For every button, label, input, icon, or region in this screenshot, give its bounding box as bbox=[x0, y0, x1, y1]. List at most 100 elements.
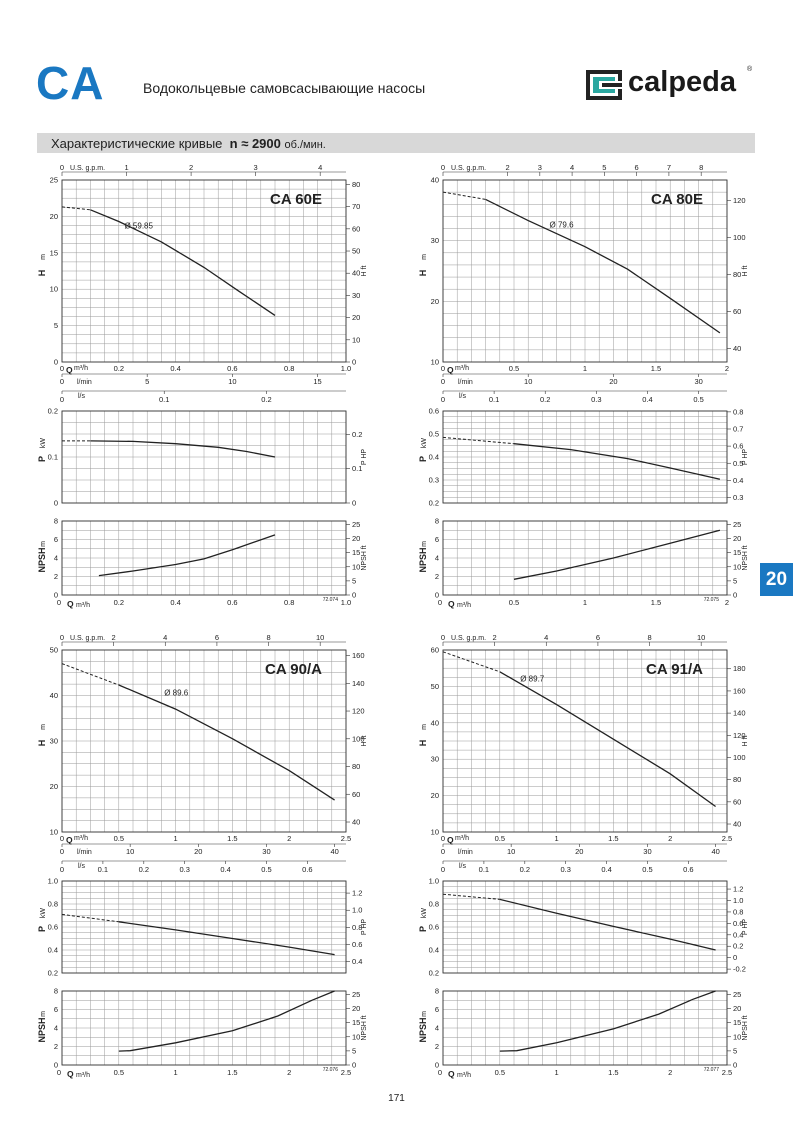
series-code: CA bbox=[36, 57, 105, 109]
figure-code: 72.076 bbox=[323, 1067, 339, 1073]
h-curve-dashed bbox=[442, 651, 500, 673]
npsh-ft-tick-label: 10 bbox=[733, 1032, 741, 1041]
p-tick-label: 0.4 bbox=[429, 946, 439, 955]
h-ft-tick-label: 40 bbox=[352, 269, 360, 278]
h-axis-ft-name: H ft bbox=[742, 736, 749, 747]
npsh-q-axis-unit: m³/h bbox=[457, 1072, 471, 1079]
npsh-q-tick-label: 1 bbox=[555, 1068, 559, 1077]
h-curve bbox=[118, 684, 335, 801]
npsh-ft-tick-label: 5 bbox=[352, 576, 356, 585]
q-axis-unit: m³/h bbox=[74, 835, 88, 842]
ls-axis-name: l/s bbox=[78, 863, 86, 870]
ls-tick-label: 0.2 bbox=[139, 865, 149, 874]
p-tick-label: 0.6 bbox=[48, 923, 58, 932]
page-title: Водокольцевые самовсасывающие насосы bbox=[143, 80, 426, 96]
lmin-axis-name: l/min bbox=[458, 849, 473, 856]
npsh-q-tick-label: 1 bbox=[583, 598, 587, 607]
p-tick-label: 0.1 bbox=[48, 453, 58, 462]
p-ft-tick-label: 0 bbox=[733, 953, 737, 962]
npsh-ft-tick-label: 5 bbox=[352, 1046, 356, 1055]
p-ft-tick-label: 0.8 bbox=[733, 907, 743, 916]
ls-tick-label: 0.1 bbox=[98, 865, 108, 874]
usgpm-tick-label: 2 bbox=[493, 633, 497, 642]
brand-logo: calpeda ® bbox=[586, 66, 756, 106]
q-tick-label: 2 bbox=[287, 834, 291, 843]
npsh-q-tick-label: 1.0 bbox=[341, 598, 351, 607]
q-tick-label: 2.5 bbox=[722, 834, 732, 843]
npsh-q-tick-label: 1.5 bbox=[651, 598, 661, 607]
usgpm-tick-label: 4 bbox=[544, 633, 548, 642]
usgpm-tick-label: 0 bbox=[441, 163, 445, 172]
npsh-curve bbox=[98, 534, 276, 577]
npsh-ft-tick-label: 25 bbox=[352, 520, 360, 529]
usgpm-tick-label: 1 bbox=[124, 163, 128, 172]
npsh-ft-tick-label: 10 bbox=[352, 1032, 360, 1041]
lmin-tick-label: 15 bbox=[313, 377, 321, 386]
p-ft-tick-label: 0.4 bbox=[733, 930, 743, 939]
h-ft-tick-label: 140 bbox=[352, 679, 365, 688]
p-curve-dashed bbox=[61, 913, 119, 923]
ls-tick-label: 0 bbox=[441, 395, 445, 404]
p-ft-tick-label: 1.0 bbox=[352, 906, 362, 915]
npsh-ft-tick-label: 20 bbox=[733, 534, 741, 543]
figure-code: 72.074 bbox=[323, 597, 339, 603]
h-axis-title: Hm H ft bbox=[37, 254, 368, 277]
p-ft-tick-label: 0.2 bbox=[733, 942, 743, 951]
p-tick-label: 0.8 bbox=[429, 900, 439, 909]
h-tick-label: 25 bbox=[50, 176, 58, 185]
q-tick-label: 1 bbox=[174, 834, 178, 843]
h-ft-tick-label: 100 bbox=[352, 734, 365, 743]
h-ft-tick-label: 140 bbox=[733, 709, 746, 718]
usgpm-tick-label: 8 bbox=[647, 633, 651, 642]
lmin-axis: 0 10 20 30 l/min bbox=[441, 373, 727, 386]
usgpm-tick-label: 4 bbox=[318, 163, 322, 172]
h-ft-tick-label: 60 bbox=[733, 307, 741, 316]
figure-code: 72.077 bbox=[704, 1067, 720, 1073]
ls-axis: 0 0.1 0.2 0.3 0.4 0.5 0.6 l/s bbox=[60, 860, 346, 874]
usgpm-tick-label: 0 bbox=[60, 633, 64, 642]
npsh-tick-label: 4 bbox=[54, 554, 58, 563]
q-tick-label: 1 bbox=[555, 834, 559, 843]
lmin-tick-label: 5 bbox=[145, 377, 149, 386]
npsh-ft-tick-label: 25 bbox=[733, 990, 741, 999]
p-axis-ft-name: P HP bbox=[742, 919, 749, 936]
p-axis-title: PkW P HP bbox=[418, 438, 749, 466]
h-ft-tick-label: 80 bbox=[733, 775, 741, 784]
ls-tick-label: 0.1 bbox=[479, 865, 489, 874]
p-panel: 0 0.1 0.2 0 0.1 0.2 PkW P HP bbox=[37, 407, 368, 508]
npsh-ft-tick-label: 25 bbox=[733, 520, 741, 529]
p-tick-label: 0.2 bbox=[429, 969, 439, 978]
p-axis-title: PkW P HP bbox=[37, 908, 368, 936]
npsh-q-tick-label: 2 bbox=[725, 598, 729, 607]
h-tick-label: 40 bbox=[431, 718, 439, 727]
ls-tick-label: 0.3 bbox=[591, 395, 601, 404]
lmin-tick-label: 0 bbox=[60, 377, 64, 386]
h-panel: 0 5 10 15 20 25 0 10 20 30 40 50 60 70 80 Hm H ft Ø 59.85… bbox=[37, 176, 368, 367]
q-tick-label: 1.5 bbox=[227, 834, 237, 843]
p-tick-label: 0.5 bbox=[429, 430, 439, 439]
h-tick-label: 20 bbox=[50, 782, 58, 791]
p-ft-tick-label: 1.2 bbox=[733, 885, 743, 894]
usgpm-tick-label: 4 bbox=[163, 633, 167, 642]
h-tick-label: 10 bbox=[50, 285, 58, 294]
npsh-tick-label: 4 bbox=[54, 1024, 58, 1033]
npsh-ft-tick-label: 10 bbox=[733, 562, 741, 571]
p-tick-label: 1.0 bbox=[429, 877, 439, 886]
npsh-tick-label: 8 bbox=[435, 517, 439, 526]
calpeda-logo-icon bbox=[586, 70, 622, 100]
ls-tick-label: 0 bbox=[60, 865, 64, 874]
h-ft-tick-label: 40 bbox=[352, 818, 360, 827]
h-tick-label: 10 bbox=[431, 358, 439, 367]
ls-tick-label: 0 bbox=[441, 865, 445, 874]
q-tick-label: 0.8 bbox=[284, 364, 294, 373]
h-ft-tick-label: 120 bbox=[352, 707, 365, 716]
usgpm-tick-label: 0 bbox=[441, 633, 445, 642]
npsh-tick-label: 6 bbox=[435, 1005, 439, 1014]
q-tick-label: 0.5 bbox=[509, 364, 519, 373]
ls-axis-name: l/s bbox=[78, 393, 86, 400]
p-tick-label: 0.8 bbox=[48, 900, 58, 909]
h-ft-tick-label: 40 bbox=[733, 344, 741, 353]
